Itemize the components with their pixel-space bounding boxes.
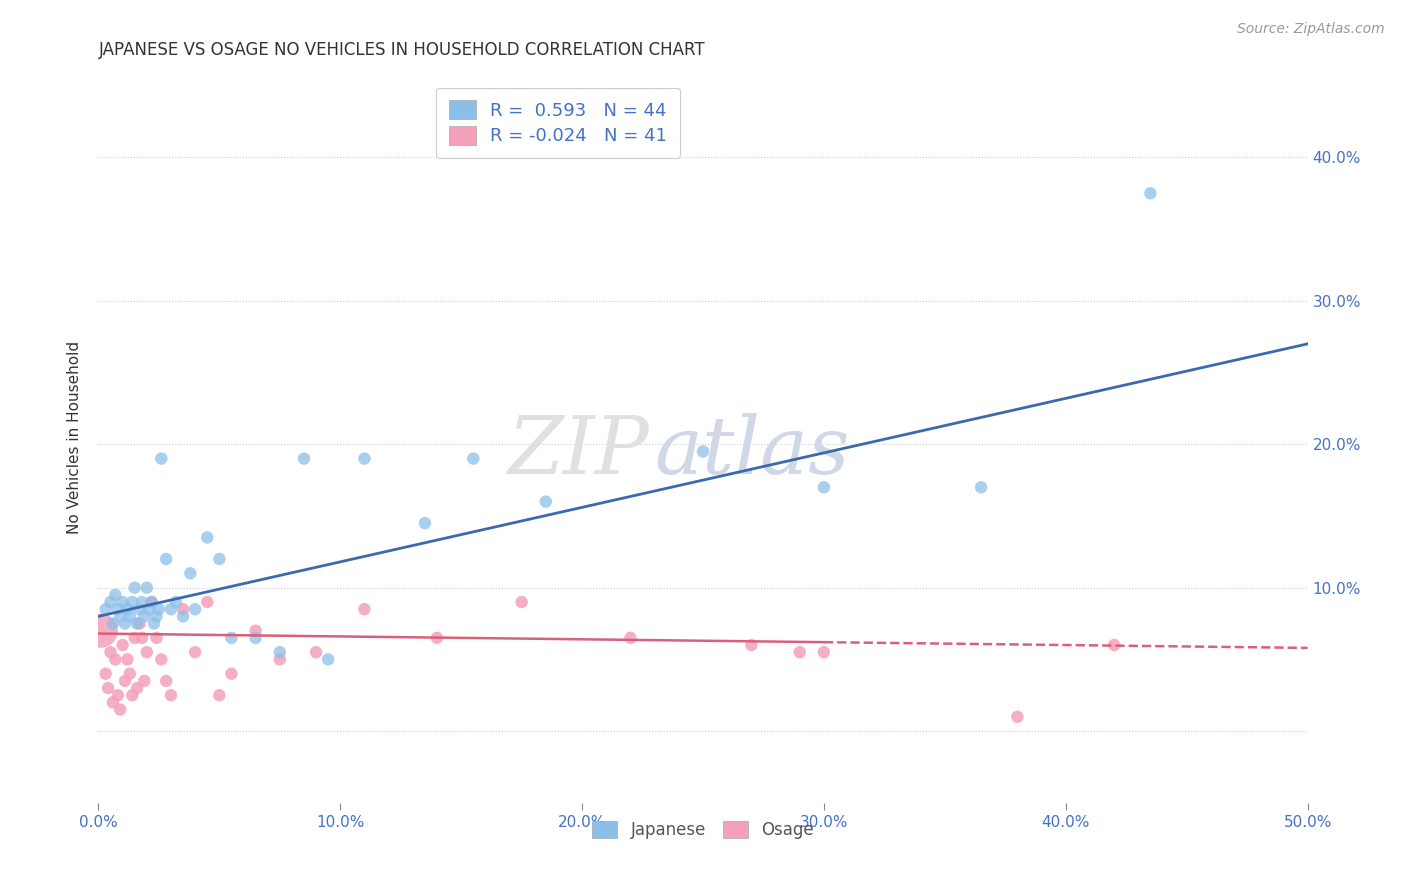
Point (172, 602, 194, 616)
Point (221, 666, 243, 681)
Point (111, 595, 134, 609)
Text: JAPANESE VS OSAGE NO VEHICLES IN HOUSEHOLD CORRELATION CHART: JAPANESE VS OSAGE NO VEHICLES IN HOUSEHO… (98, 41, 704, 59)
Text: Source: ZipAtlas.com: Source: ZipAtlas.com (1237, 22, 1385, 37)
Point (141, 595, 163, 609)
Point (208, 688, 231, 702)
Point (813, 645, 835, 659)
Point (118, 666, 141, 681)
Point (138, 602, 160, 616)
Point (160, 688, 183, 702)
Point (165, 595, 187, 609)
Point (534, 494, 557, 508)
Point (94, 666, 117, 681)
Point (208, 552, 231, 566)
Point (619, 631, 641, 645)
Point (128, 616, 150, 631)
Point (124, 631, 146, 645)
Point (148, 602, 170, 616)
Point (117, 602, 139, 616)
Legend: Japanese, Osage: Japanese, Osage (586, 814, 820, 846)
Point (813, 480, 835, 494)
Point (463, 451, 485, 466)
Point (970, 480, 993, 494)
Point (108, 609, 131, 624)
Point (145, 609, 167, 624)
Point (118, 609, 141, 624)
Point (155, 673, 177, 688)
Point (184, 602, 207, 616)
Point (150, 652, 173, 666)
Point (134, 673, 156, 688)
Point (108, 702, 131, 716)
Point (100, 595, 122, 609)
Point (269, 652, 291, 666)
Point (1007, 710, 1029, 724)
Point (134, 609, 156, 624)
Point (426, 631, 449, 645)
Point (172, 609, 194, 624)
Point (160, 602, 183, 616)
Point (155, 552, 177, 566)
Y-axis label: No Vehicles in Household: No Vehicles in Household (67, 341, 83, 533)
Point (221, 631, 243, 645)
Point (195, 595, 218, 609)
Point (1102, 638, 1125, 652)
Point (245, 624, 267, 638)
Point (107, 688, 129, 702)
Point (195, 531, 218, 545)
Point (135, 645, 157, 659)
Point (131, 595, 153, 609)
Point (111, 638, 134, 652)
Point (114, 616, 136, 631)
Point (121, 688, 143, 702)
Point (127, 616, 149, 631)
Point (141, 595, 163, 609)
Point (104, 588, 127, 602)
Point (179, 566, 201, 581)
Point (135, 581, 157, 595)
Point (117, 652, 139, 666)
Point (353, 451, 375, 466)
Point (127, 681, 149, 695)
Point (305, 645, 328, 659)
Point (1139, 186, 1161, 201)
Point (150, 451, 173, 466)
Point (413, 516, 436, 530)
Point (789, 645, 811, 659)
Point (124, 581, 146, 595)
Point (184, 645, 207, 659)
Point (145, 631, 167, 645)
Point (107, 602, 129, 616)
Point (101, 695, 124, 709)
Point (121, 595, 143, 609)
Point (131, 631, 153, 645)
Point (292, 451, 315, 466)
Point (316, 652, 339, 666)
Point (97, 681, 120, 695)
Text: ZIP: ZIP (506, 413, 648, 491)
Point (245, 631, 267, 645)
Point (740, 638, 762, 652)
Point (94, 602, 117, 616)
Point (114, 673, 136, 688)
Point (90, 624, 112, 638)
Point (101, 616, 124, 631)
Point (128, 602, 150, 616)
Point (692, 444, 714, 458)
Point (100, 645, 122, 659)
Point (104, 652, 127, 666)
Text: atlas: atlas (655, 413, 851, 491)
Point (269, 645, 291, 659)
Point (143, 616, 166, 631)
Point (510, 595, 533, 609)
Point (353, 602, 375, 616)
